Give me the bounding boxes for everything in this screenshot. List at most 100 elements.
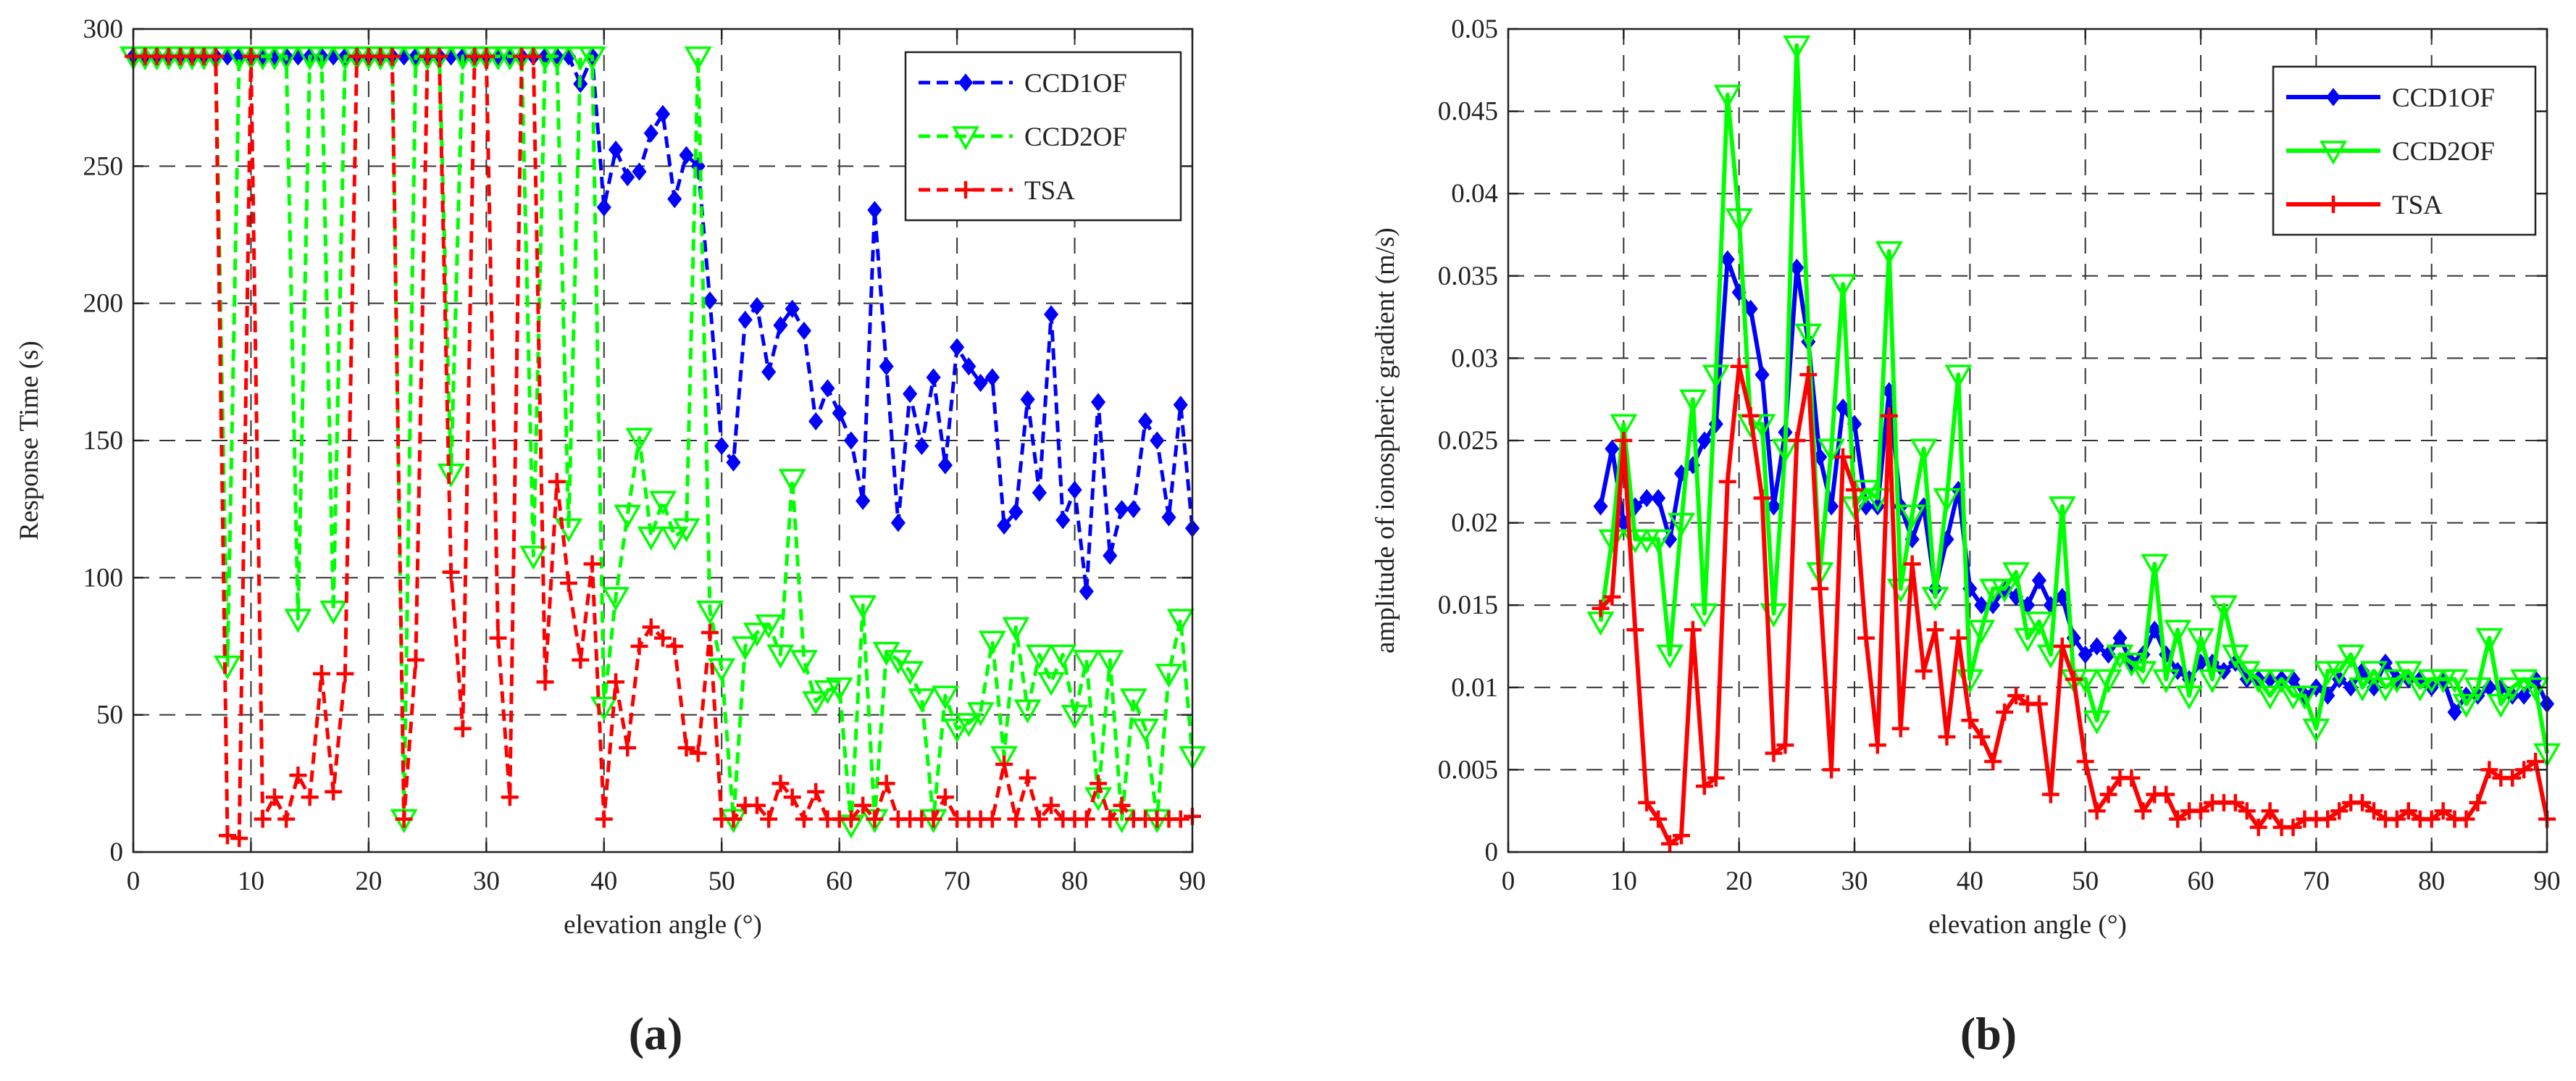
data-point-ccd2of	[2036, 644, 2065, 669]
data-point-ccd2of	[1072, 650, 1100, 675]
data-point-tsa	[2041, 785, 2059, 804]
data-point-tsa	[2053, 638, 2071, 655]
data-point-tsa	[2388, 810, 2406, 828]
legend-label-tsa: TSA	[1024, 176, 1075, 206]
data-point-ccd1of	[1067, 480, 1082, 499]
data-point-tsa	[842, 810, 860, 828]
y-tick-label: 50	[96, 701, 123, 730]
data-point-ccd2of	[625, 427, 653, 452]
y-tick-label: 0.04	[1451, 179, 1498, 209]
x-tick-label: 30	[1841, 867, 1868, 896]
data-point-ccd2of	[2083, 710, 2111, 735]
data-point-ccd2of	[695, 601, 724, 625]
data-point-ccd2of	[1644, 529, 1673, 554]
data-point-tsa	[336, 664, 354, 683]
data-point-tsa	[2123, 769, 2141, 787]
data-point-tsa	[1926, 621, 1944, 639]
data-point-tsa	[489, 629, 507, 647]
data-point-tsa	[2157, 785, 2175, 804]
data-point-tsa	[607, 673, 625, 691]
data-point-tsa	[2527, 753, 2545, 771]
data-point-tsa	[501, 788, 519, 806]
data-point-tsa	[1915, 662, 1933, 680]
legend-label-ccd1of: CCD1OF	[1024, 69, 1127, 99]
data-point-ccd2of	[1921, 587, 1949, 612]
data-point-tsa	[760, 810, 778, 828]
data-point-ccd1of	[785, 299, 800, 318]
data-point-tsa	[1592, 599, 1610, 617]
data-point-ccd1of	[832, 404, 847, 422]
y-tick-label: 150	[83, 426, 124, 456]
y-tick-label: 0.035	[1438, 262, 1498, 291]
data-point-tsa	[206, 47, 225, 65]
data-point-tsa	[2169, 810, 2187, 828]
data-point-tsa	[218, 827, 236, 845]
data-point-tsa	[254, 810, 272, 828]
data-point-ccd1of	[903, 385, 918, 404]
data-point-ccd1of	[1593, 497, 1608, 516]
series-line-ccd2of	[133, 54, 1195, 827]
data-point-tsa	[1880, 406, 1898, 425]
data-point-tsa	[854, 796, 872, 814]
data-point-ccd1of	[890, 513, 906, 533]
data-point-tsa	[1007, 810, 1025, 828]
data-point-ccd2of	[543, 46, 571, 71]
data-point-tsa	[2457, 810, 2475, 828]
data-point-tsa	[536, 673, 554, 691]
data-point-ccd2of	[1690, 603, 1718, 628]
data-point-tsa	[2030, 695, 2048, 713]
data-point-tsa	[383, 47, 401, 65]
data-point-ccd2of	[1002, 617, 1030, 642]
y-tick-label: 0	[110, 838, 124, 867]
x-tick-label: 90	[1179, 867, 1206, 896]
data-point-tsa	[312, 664, 330, 683]
data-point-ccd1of	[1639, 488, 1655, 508]
data-point-tsa	[689, 744, 707, 762]
y-axis-label: amplitude of ionospheric gradient (m/s)	[1371, 228, 1400, 654]
data-point-ccd2of	[2094, 669, 2123, 693]
data-point-ccd2of	[2498, 677, 2527, 702]
data-point-tsa	[1765, 744, 1783, 762]
data-point-ccd2of	[2129, 661, 2157, 685]
data-point-ccd2of	[2221, 644, 2249, 669]
data-point-tsa	[560, 574, 578, 592]
data-point-ccd2of	[1725, 208, 1753, 233]
data-point-ccd1of	[749, 296, 765, 316]
data-point-ccd2of	[2175, 685, 2204, 710]
data-point-ccd2of	[2406, 677, 2434, 702]
data-point-tsa	[1042, 796, 1061, 814]
data-point-ccd1of	[643, 124, 658, 143]
data-point-tsa	[1741, 406, 1760, 425]
data-point-tsa	[265, 788, 283, 806]
data-point-ccd1of	[1161, 508, 1176, 527]
data-point-ccd1of	[620, 167, 635, 187]
x-axis-label: elevation angle (°)	[564, 910, 762, 940]
data-point-tsa	[2226, 793, 2244, 811]
data-point-tsa	[1649, 810, 1668, 828]
data-point-tsa	[395, 810, 413, 828]
data-point-ccd1of	[867, 201, 882, 220]
panel-label-a: (a)	[629, 1008, 683, 1059]
data-point-tsa	[1101, 810, 1119, 828]
data-point-ccd2of	[1829, 274, 1857, 299]
data-point-tsa	[325, 782, 343, 801]
data-point-ccd2of	[602, 587, 630, 612]
data-point-tsa	[677, 739, 695, 757]
data-point-ccd2of	[2244, 669, 2272, 693]
data-point-ccd2of	[802, 690, 830, 716]
data-point-ccd2of	[1119, 688, 1147, 713]
data-point-ccd2of	[2141, 554, 2169, 578]
data-point-tsa	[1846, 481, 1863, 499]
data-point-ccd2of	[1037, 672, 1066, 696]
y-tick-label: 0.05	[1451, 14, 1498, 44]
data-point-ccd1of	[726, 453, 741, 472]
data-point-tsa	[1695, 777, 1713, 796]
data-point-ccd2of	[1166, 609, 1195, 633]
data-point-ccd2of	[2209, 595, 2238, 619]
data-point-ccd2of	[990, 746, 1019, 770]
data-point-ccd1of	[761, 362, 777, 381]
data-point-ccd2of	[2164, 619, 2192, 644]
data-point-tsa	[2354, 793, 2372, 811]
data-point-ccd2of	[319, 601, 348, 625]
x-tick-label: 80	[1061, 867, 1088, 896]
